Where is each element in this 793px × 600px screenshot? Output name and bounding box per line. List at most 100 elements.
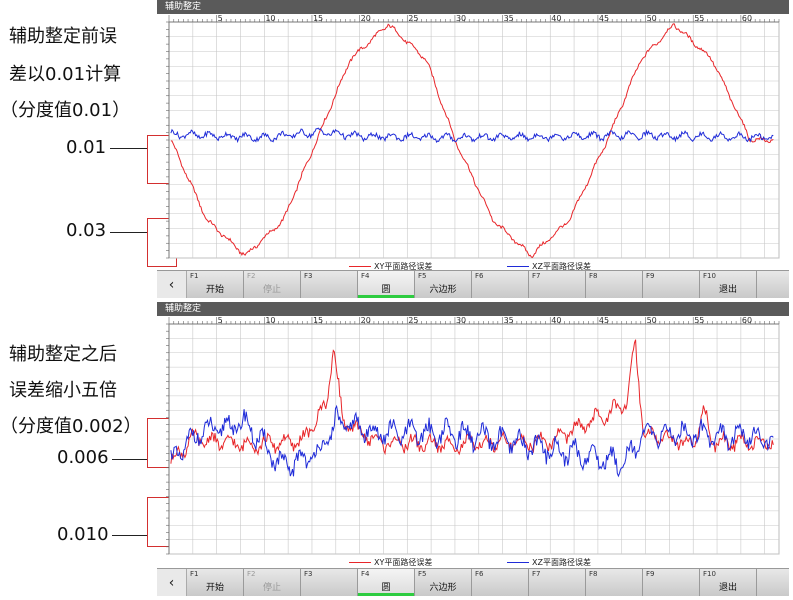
annotation-mark-0006: 0.006 [57,447,109,468]
legend-swatch-xy [349,266,371,267]
annotation-before-line1: 辅助整定前误 [9,26,117,47]
softkey-filler [757,271,789,298]
softkey-f6[interactable]: F6 [472,271,529,298]
x-tick-label: 15 [313,14,323,23]
leader-line [110,148,148,149]
panel-before: 辅助整定 5 10 15 20 25 30 35 40 45 50 55 60 XY平面路径误差 XZ… [157,0,789,298]
softkey-f1[interactable]: F1 开始 [187,569,244,596]
legend-item-xy: XY平面路径误差 [349,557,432,568]
legend-swatch-xz [507,266,529,267]
softkey-bar: ‹ F1 开始 F2 停止 F3 F4 圆 F5 六边形 F6 F7 F8 F9 F10… [157,568,789,596]
softkey-label: 停止 [262,583,281,593]
softkey-number: F7 [532,272,541,280]
softkey-number: F1 [190,272,199,280]
leader-line [110,232,148,233]
annotation-after-line3: （分度值0.002） [0,416,142,437]
softkey-f6[interactable]: F6 [472,569,529,596]
softkey-number: F2 [247,272,256,280]
softkey-f10[interactable]: F10 退出 [700,569,757,596]
annotation-mark-0010: 0.010 [57,524,109,545]
chevron-left-icon: ‹ [168,574,175,591]
softkey-f7[interactable]: F7 [529,569,586,596]
chevron-left-icon: ‹ [168,276,175,293]
annotation-before-line2: 差以0.01计算 [9,64,122,85]
x-axis [168,15,780,23]
legend-label-xy: XY平面路径误差 [374,558,433,567]
softkey-f1[interactable]: F1 开始 [187,271,244,298]
x-tick-label: 20 [361,14,371,23]
x-tick-label: 45 [599,316,609,325]
legend-label-xz: XZ平面路径误差 [532,262,591,271]
softkey-number: F6 [475,272,484,280]
softkey-number: F3 [304,570,313,578]
chart-before: 5 10 15 20 25 30 35 40 45 50 55 60 [166,14,780,259]
softkey-f2[interactable]: F2 停止 [244,569,301,596]
x-tick-label: 10 [265,14,275,23]
softkey-f8[interactable]: F8 [586,569,643,596]
x-tick-label: 25 [408,316,418,325]
softkey-f2[interactable]: F2 停止 [244,271,301,298]
softkey-f4[interactable]: F4 圆 [358,569,415,596]
panel-after: 辅助整定 5 10 15 20 25 30 35 40 45 50 55 60 XY平面路径误差 XZ… [157,302,789,600]
softkey-label: 退出 [718,583,737,593]
x-tick-label: 20 [361,316,371,325]
leader-line [112,459,148,460]
0-series-xz-line [170,127,774,144]
softkey-f3[interactable]: F3 [301,271,358,298]
0-series-xy-line [170,23,774,259]
y-axis [166,323,170,555]
softkey-label: 六边形 [429,285,457,295]
legend-label-xy: XY平面路径误差 [374,262,433,271]
chart-plot-area: 5 10 15 20 25 30 35 40 45 50 55 60 [157,316,789,556]
legend-swatch-xy [349,562,371,563]
softkey-number: F5 [418,570,427,578]
softkey-f9[interactable]: F9 [643,569,700,596]
softkey-f5[interactable]: F5 六边形 [415,271,472,298]
x-tick-label: 35 [504,316,514,325]
softkey-label: 停止 [262,285,281,295]
legend-item-xy: XY平面路径误差 [349,261,432,272]
x-tick-label: 40 [551,14,561,23]
softkey-f5[interactable]: F5 六边形 [415,569,472,596]
softkey-number: F2 [247,570,256,578]
softkey-f10[interactable]: F10 退出 [700,271,757,298]
annotation-before-line3: （分度值0.01） [0,100,131,121]
x-tick-label: 55 [694,14,704,23]
x-tick-label: 60 [742,316,752,325]
panel-title: 辅助整定 [157,302,789,316]
softkey-f9[interactable]: F9 [643,271,700,298]
annotation-mark-001: 0.01 [66,137,107,158]
x-tick-label: 60 [742,14,752,23]
legend-item-xz: XZ平面路径误差 [507,261,591,272]
x-tick-label: 40 [551,316,561,325]
softkey-f8[interactable]: F8 [586,271,643,298]
softkey-number: F10 [703,570,716,578]
softkey-f3[interactable]: F3 [301,569,358,596]
softkey-filler [757,569,789,596]
x-tick-label: 10 [265,316,275,325]
back-button[interactable]: ‹ [157,569,187,596]
softkey-f7[interactable]: F7 [529,271,586,298]
panel-title: 辅助整定 [157,0,789,14]
softkey-number: F3 [304,272,313,280]
x-tick-label: 25 [408,14,418,23]
chart-plot-area: 5 10 15 20 25 30 35 40 45 50 55 60 [157,14,789,260]
y-axis [166,21,170,259]
softkey-number: F10 [703,272,716,280]
x-tick-label: 50 [647,316,657,325]
x-tick-label: 5 [218,316,223,325]
softkey-label: 退出 [718,285,737,295]
softkey-label: 圆 [381,285,391,295]
back-button[interactable]: ‹ [157,271,187,298]
x-axis [168,317,780,325]
x-tick-label: 30 [456,14,466,23]
softkey-label: 圆 [381,583,391,593]
softkey-number: F9 [646,272,655,280]
softkey-number: F6 [475,570,484,578]
legend-label-xz: XZ平面路径误差 [532,558,591,567]
x-tick-label: 30 [456,316,466,325]
softkey-label: 开始 [205,285,224,295]
softkey-f4[interactable]: F4 圆 [358,271,415,298]
x-tick-label: 35 [504,14,514,23]
softkey-label: 开始 [205,583,224,593]
